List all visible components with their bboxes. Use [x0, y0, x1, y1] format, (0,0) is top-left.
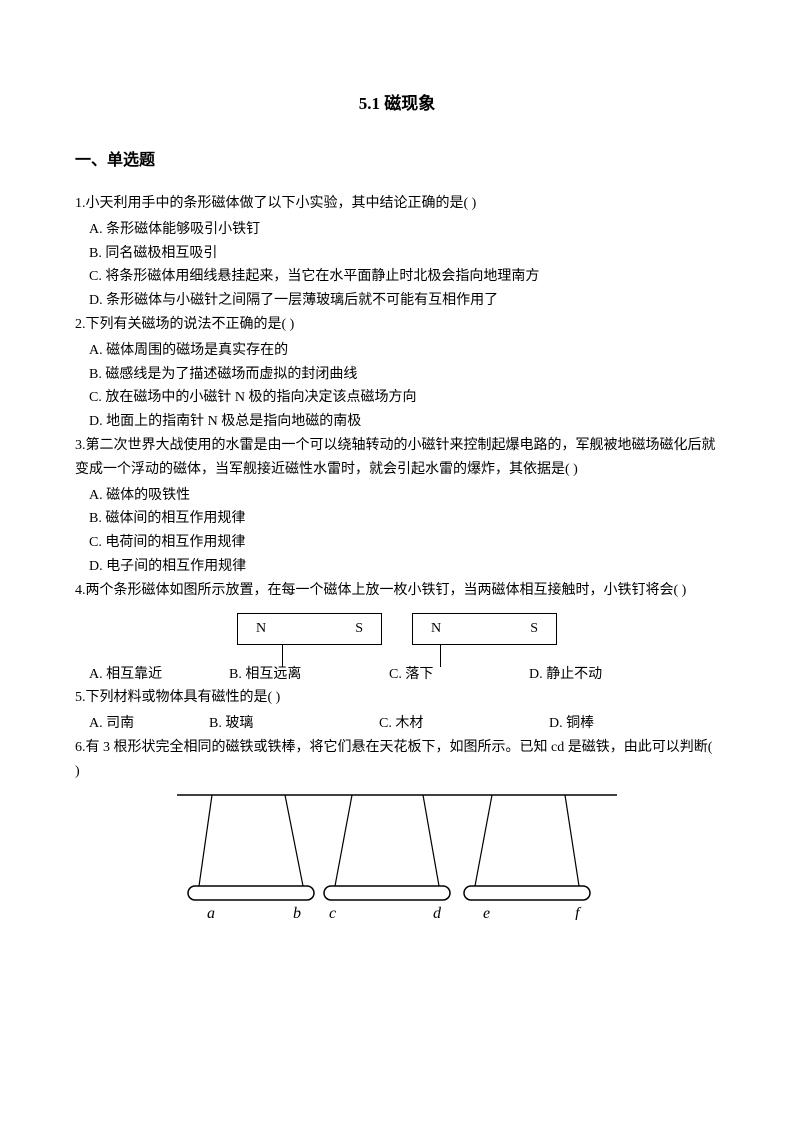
label-f: f: [575, 905, 582, 920]
q2-option-b: B. 磁感线是为了描述磁场而虚拟的封闭曲线: [75, 363, 719, 387]
q3-option-c: C. 电荷间的相互作用规律: [75, 531, 719, 555]
q3-option-a: A. 磁体的吸铁性: [75, 484, 719, 508]
q4-option-d: D. 静止不动: [529, 663, 602, 687]
hanging-bars-diagram: a b c d e f: [177, 790, 617, 920]
q5-option-d: D. 铜棒: [549, 712, 594, 736]
magnet-1: N S: [237, 613, 382, 645]
q1-option-b: B. 同名磁极相互吸引: [75, 242, 719, 266]
label-a: a: [207, 905, 215, 920]
q4-option-b: B. 相互远离: [229, 663, 389, 687]
question-6: 6.有 3 根形状完全相同的磁铁或铁棒，将它们悬在天花板下，如图所示。已知 cd…: [75, 736, 719, 784]
question-2: 2.下列有关磁场的说法不正确的是( ): [75, 313, 719, 337]
q2-option-a: A. 磁体周围的磁场是真实存在的: [75, 339, 719, 363]
magnet-2: N S: [412, 613, 557, 645]
nail-2: [440, 645, 441, 667]
question-3: 3.第二次世界大战使用的水雷是由一个可以绕轴转动的小磁针来控制起爆电路的，军舰被…: [75, 434, 719, 482]
question-1: 1.小天利用手中的条形磁体做了以下小实验，其中结论正确的是( ): [75, 192, 719, 216]
label-c: c: [329, 905, 336, 920]
q1-option-d: D. 条形磁体与小磁针之间隔了一层薄玻璃后就不可能有互相作用了: [75, 289, 719, 313]
q1-option-c: C. 将条形磁体用细线悬挂起来，当它在水平面静止时北极会指向地理南方: [75, 265, 719, 289]
question-5: 5.下列材料或物体具有磁性的是( ): [75, 686, 719, 710]
magnet2-left-pole: N: [431, 617, 441, 641]
q3-option-d: D. 电子间的相互作用规律: [75, 555, 719, 579]
q5-option-c: C. 木材: [379, 712, 549, 736]
q5-option-a: A. 司南: [89, 712, 209, 736]
question-4: 4.两个条形磁体如图所示放置，在每一个磁体上放一枚小铁钉，当两磁体相互接触时，小…: [75, 579, 719, 603]
magnet2-right-pole: S: [530, 617, 538, 641]
label-e: e: [483, 905, 490, 920]
label-d: d: [433, 905, 442, 920]
q4-figure: N S N S: [75, 613, 719, 645]
q6-figure: a b c d e f: [75, 790, 719, 920]
q5-options: A. 司南 B. 玻璃 C. 木材 D. 铜棒: [75, 712, 719, 736]
q3-option-b: B. 磁体间的相互作用规律: [75, 507, 719, 531]
magnet1-right-pole: S: [355, 617, 363, 641]
nail-1: [282, 645, 283, 667]
q5-option-b: B. 玻璃: [209, 712, 379, 736]
q2-option-d: D. 地面上的指南针 N 极总是指向地磁的南极: [75, 410, 719, 434]
q4-options: A. 相互靠近 B. 相互远离 C. 落下 D. 静止不动: [75, 663, 719, 687]
label-b: b: [293, 905, 301, 920]
magnet1-left-pole: N: [256, 617, 266, 641]
q4-option-c: C. 落下: [389, 663, 529, 687]
q2-option-c: C. 放在磁场中的小磁针 N 极的指向决定该点磁场方向: [75, 386, 719, 410]
q1-option-a: A. 条形磁体能够吸引小铁钉: [75, 218, 719, 242]
page-title: 5.1 磁现象: [75, 90, 719, 119]
q4-option-a: A. 相互靠近: [89, 663, 229, 687]
section-header: 一、单选题: [75, 147, 719, 174]
